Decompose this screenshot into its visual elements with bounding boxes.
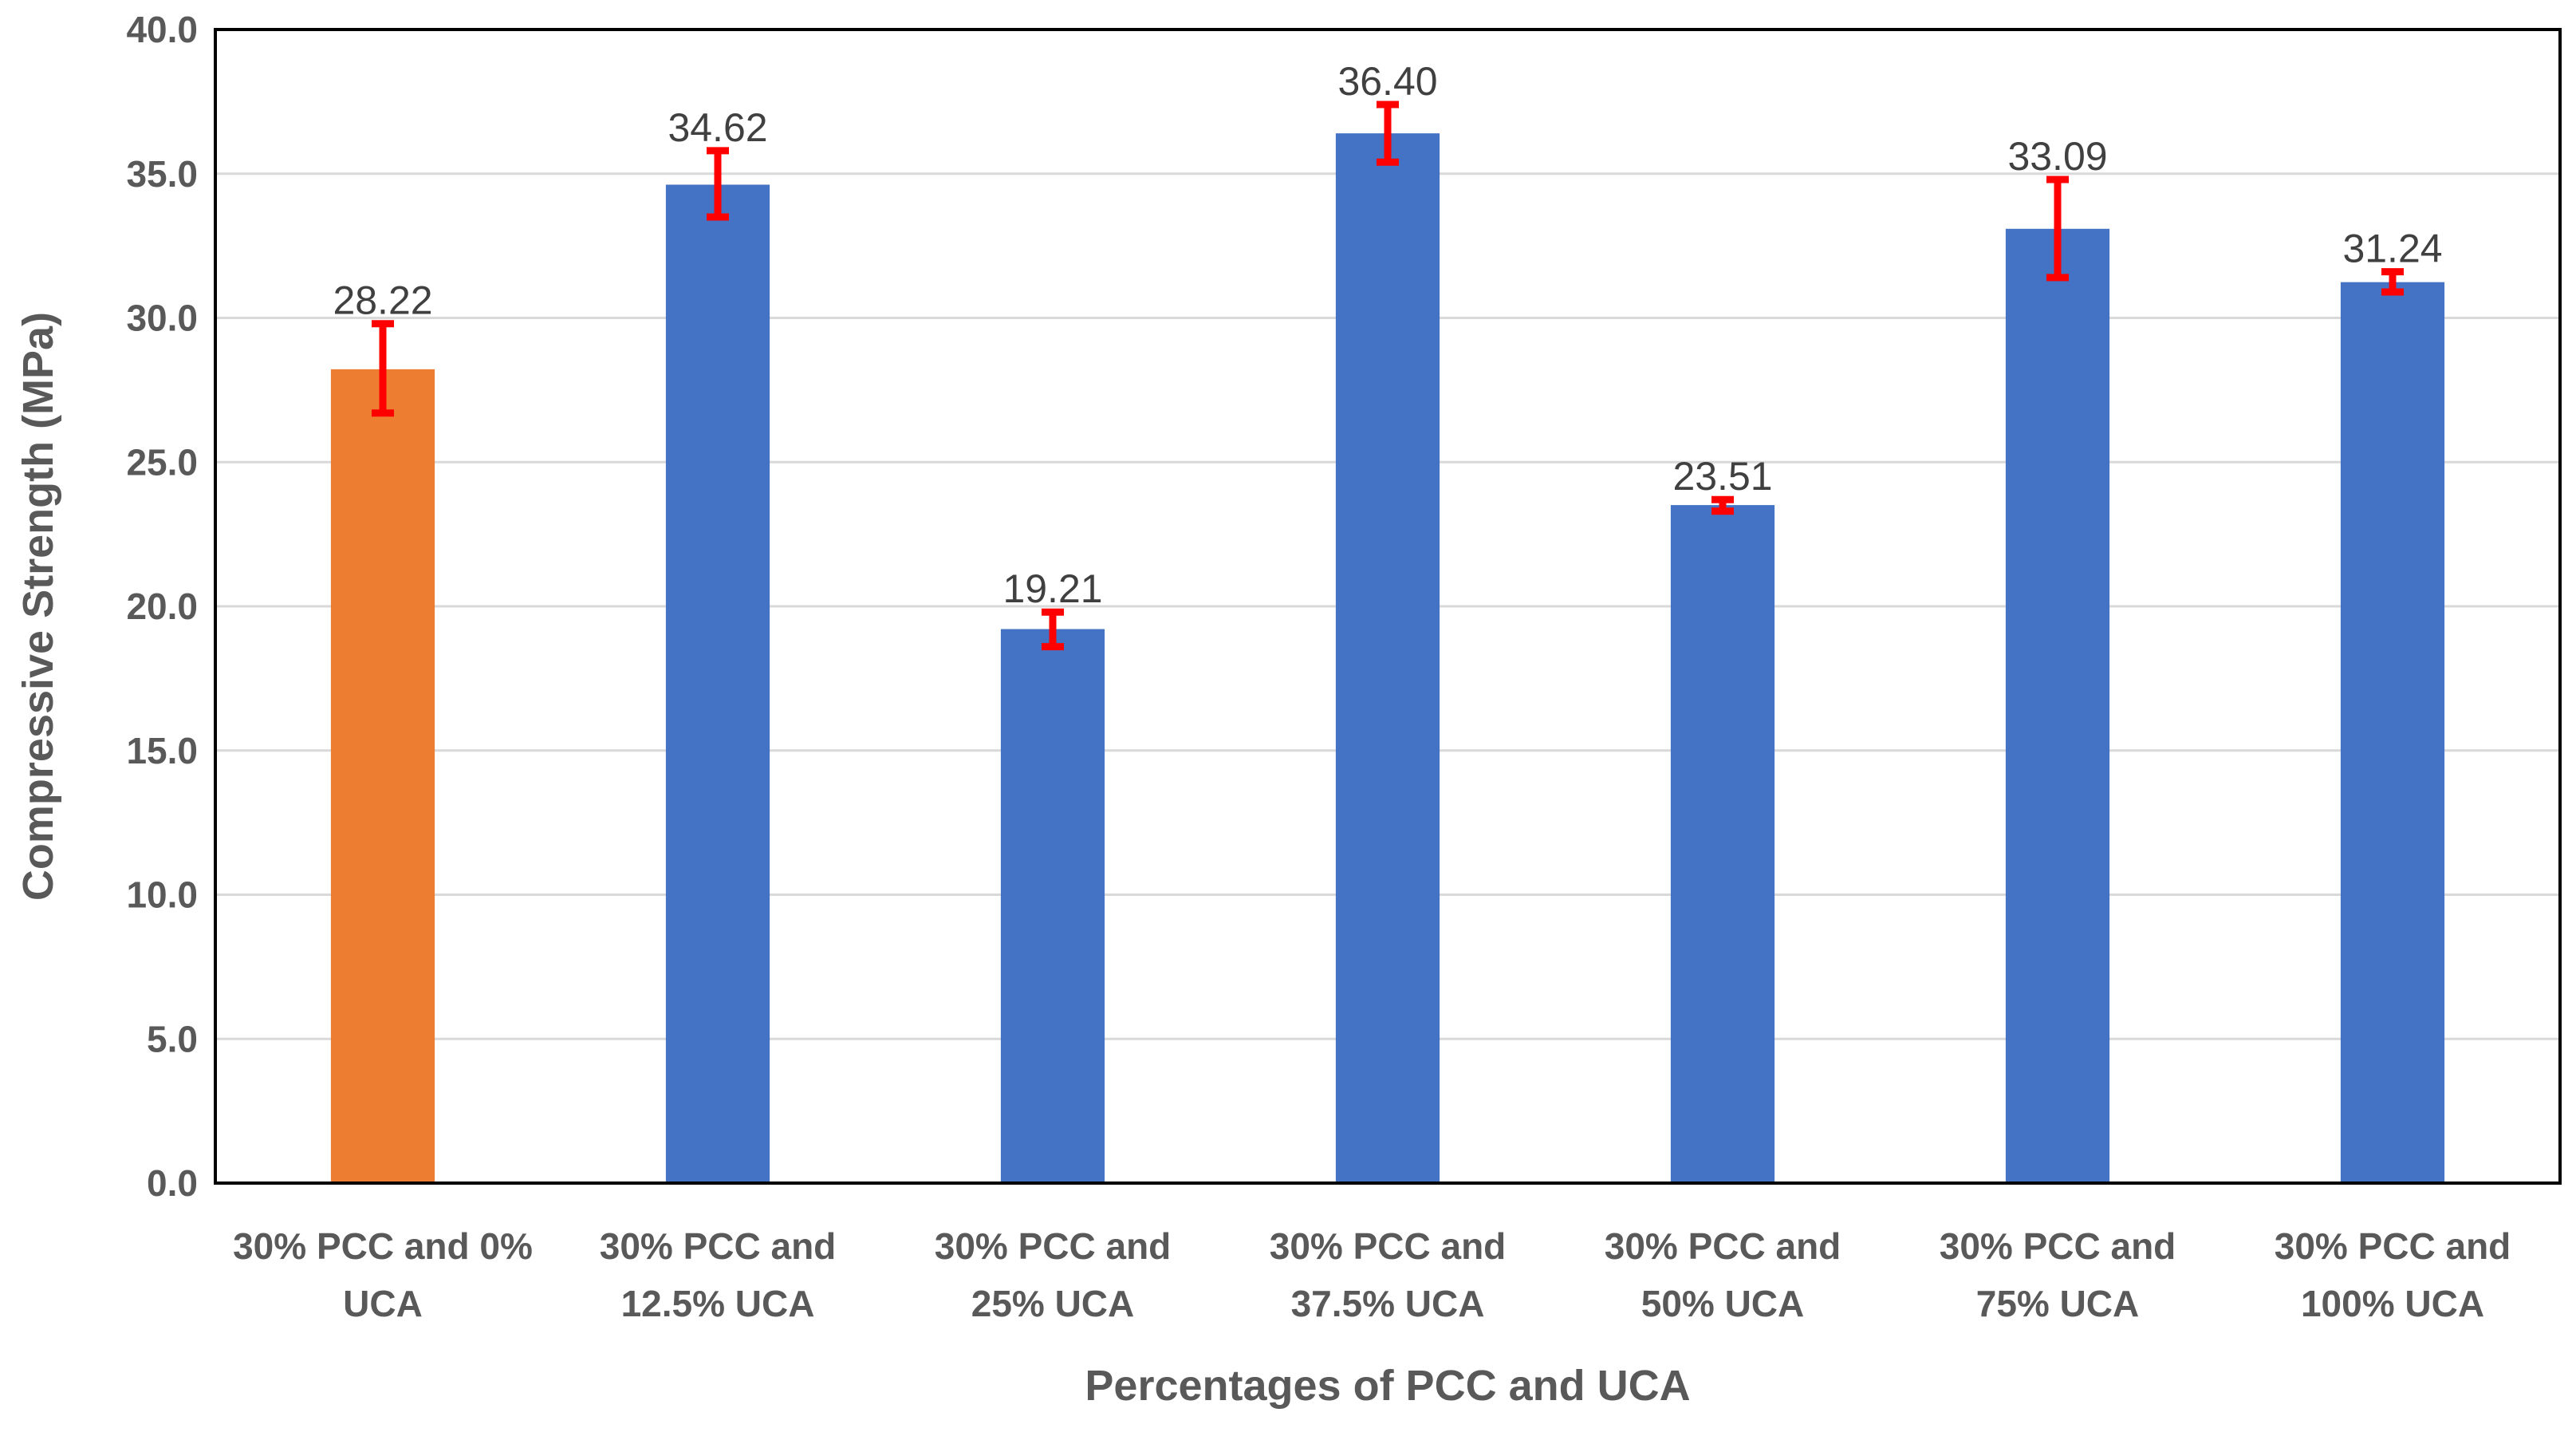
- bar: [1000, 629, 1105, 1183]
- x-tick-label: 30% PCC and 75% UCA: [1940, 1225, 2176, 1324]
- x-axis-title: Percentages of PCC and UCA: [1085, 1362, 1690, 1410]
- x-tick-label-line: 25% UCA: [971, 1283, 1135, 1324]
- bar: [665, 184, 770, 1183]
- y-tick-label: 5.0: [147, 1018, 198, 1059]
- y-tick-label: 10.0: [126, 874, 198, 916]
- x-tick-label: 30% PCC and 25% UCA: [935, 1225, 1172, 1324]
- y-axis-ticks: 0.0 5.0 10.0 15.0 20.0 25.0 30.0 35.0 40.0: [126, 9, 198, 1204]
- error-bar: [1711, 495, 1734, 515]
- data-label: 33.09: [2007, 134, 2107, 179]
- x-tick-label-line: 30% PCC and: [1270, 1225, 1507, 1267]
- x-tick-label: 30% PCC and 100% UCA: [2275, 1225, 2511, 1324]
- x-tick-label-line: 12.5% UCA: [621, 1283, 815, 1324]
- bar: [1670, 505, 1775, 1183]
- data-label: 31.24: [2342, 227, 2442, 271]
- error-bar: [1377, 101, 1399, 166]
- bar: [330, 369, 435, 1183]
- bars: [330, 133, 2445, 1183]
- x-tick-label: 30% PCC and 50% UCA: [1605, 1225, 1841, 1324]
- x-tick-label-line: 30% PCC and: [935, 1225, 1172, 1267]
- y-tick-label: 0.0: [147, 1162, 198, 1204]
- y-tick-label: 25.0: [126, 441, 198, 483]
- x-tick-label-line: UCA: [343, 1283, 423, 1324]
- data-label: 19.21: [1002, 566, 1102, 611]
- x-tick-label-line: 30% PCC and: [600, 1225, 837, 1267]
- error-bar: [1042, 608, 1064, 651]
- data-label: 36.40: [1337, 59, 1437, 104]
- bar: [2340, 282, 2445, 1183]
- y-tick-label: 30.0: [126, 298, 198, 339]
- x-tick-label-line: 75% UCA: [1976, 1283, 2140, 1324]
- y-tick-label: 40.0: [126, 9, 198, 50]
- x-tick-label-line: 30% PCC and: [1940, 1225, 2176, 1267]
- x-tick-label-line: 30% PCC and: [2275, 1225, 2511, 1267]
- data-label: 34.62: [668, 105, 767, 150]
- x-tick-label-line: 37.5% UCA: [1291, 1283, 1485, 1324]
- error-bar: [2381, 268, 2404, 296]
- bar: [1335, 133, 1440, 1183]
- x-tick-label: 30% PCC and 12.5% UCA: [600, 1225, 837, 1324]
- x-tick-label-line: 30% PCC and: [1605, 1225, 1841, 1267]
- y-tick-label: 20.0: [126, 586, 198, 627]
- plot-area-frame: [214, 28, 2562, 1185]
- x-tick-label-line: 100% UCA: [2301, 1283, 2484, 1324]
- data-label: 23.51: [1672, 454, 1772, 499]
- x-tick-label: 30% PCC and 0% UCA: [233, 1225, 533, 1324]
- error-bar: [372, 320, 394, 417]
- error-bar: [707, 147, 729, 221]
- x-tick-label-line: 30% PCC and 0%: [233, 1225, 533, 1267]
- error-bar: [2046, 176, 2069, 282]
- y-tick-label: 15.0: [126, 730, 198, 771]
- x-tick-label-line: 50% UCA: [1641, 1283, 1805, 1324]
- data-labels: 28.22 34.62 19.21 36.40 23.51 33.09 31.24: [333, 59, 2442, 611]
- error-bars: [372, 101, 2404, 651]
- bar: [2005, 228, 2110, 1183]
- x-tick-label: 30% PCC and 37.5% UCA: [1270, 1225, 1507, 1324]
- y-axis-title: Compressive Strength (MPa): [14, 312, 62, 901]
- data-label: 28.22: [333, 278, 432, 323]
- y-tick-label: 35.0: [126, 153, 198, 195]
